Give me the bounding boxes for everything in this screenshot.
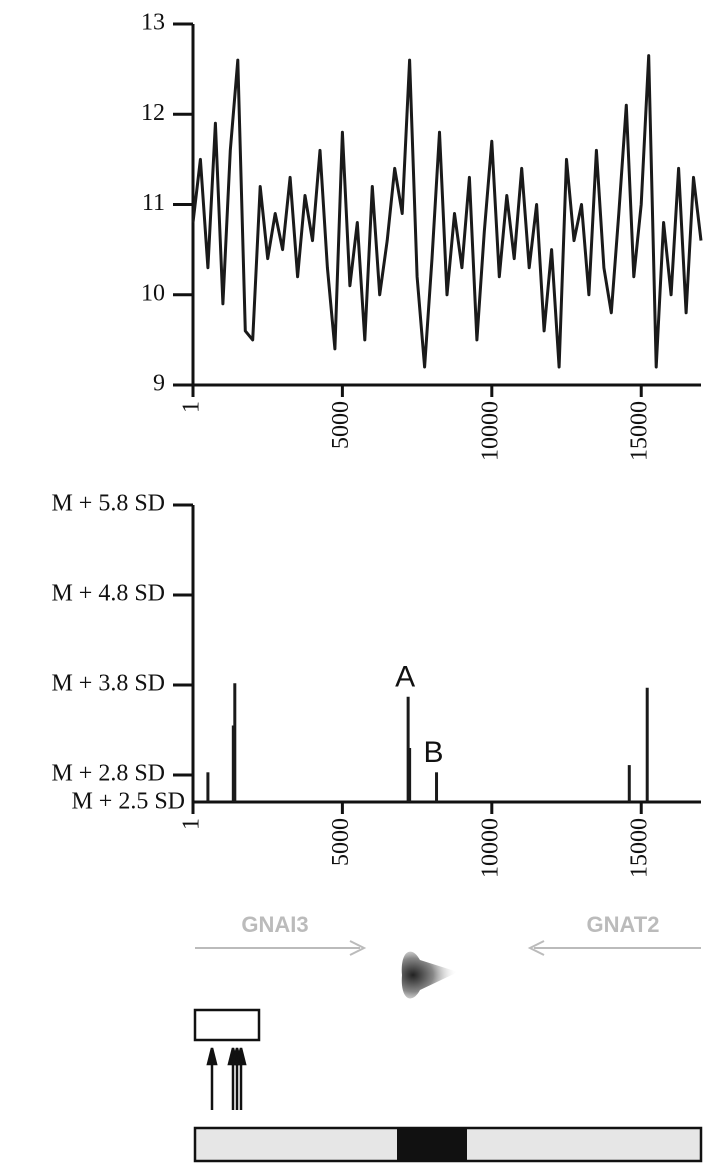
x-tick-label: 10000 [477,818,503,878]
y-tick-label: M + 5.8 SD [51,491,165,517]
region-box [193,1008,261,1042]
y-tick-label: 10 [141,280,165,306]
sequence-core [397,1128,467,1161]
promoter-blob [401,951,458,999]
arrow-head [527,940,545,956]
x-tick-label: 15000 [627,401,653,461]
arrow-head [349,940,367,956]
y-tick-label: M + 4.8 SD [51,581,165,607]
y-tick-label: 9 [153,371,165,397]
site-arrows [206,1047,247,1110]
y-tick-label: 12 [141,100,165,126]
annotation: A [395,661,415,694]
y-tick-label: 11 [142,190,165,216]
x-tick-label: 10000 [477,401,503,461]
gene-map: GNAI3 GNAT2 [193,912,703,1163]
gene-label: GNAI3 [241,912,308,937]
annotation: B [424,736,444,769]
x-tick-label: 5000 [328,401,354,449]
x-tick-label: 5000 [328,818,354,866]
gene-label: GNAT2 [587,912,660,937]
data-line [191,54,703,369]
y-tick-label: M + 2.8 SD [51,761,165,787]
x-tick-label: 1 [179,818,205,830]
x-tick-label: 15000 [627,818,653,878]
y-tick-label: 13 [141,10,165,36]
x-tick-label: 1 [179,401,205,413]
y-tick-label: M + 2.5 SD [71,789,185,815]
y-tick-label: M + 3.8 SD [51,671,165,697]
